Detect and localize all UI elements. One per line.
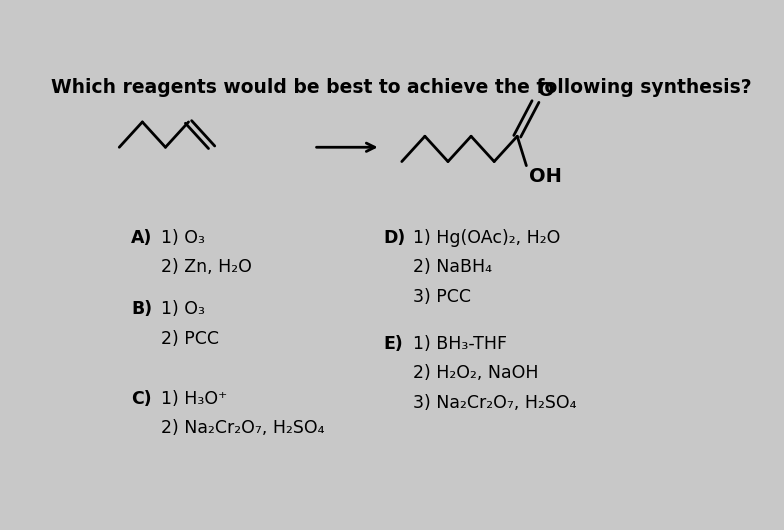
Text: 2) Zn, H₂O: 2) Zn, H₂O xyxy=(161,258,252,276)
Text: C): C) xyxy=(132,390,152,408)
Text: 3) PCC: 3) PCC xyxy=(412,288,470,306)
Text: 2) H₂O₂, NaOH: 2) H₂O₂, NaOH xyxy=(412,364,539,382)
Text: OH: OH xyxy=(528,167,561,186)
Text: 1) O₃: 1) O₃ xyxy=(161,301,205,319)
Text: 1) O₃: 1) O₃ xyxy=(161,229,205,247)
Text: 1) BH₃-THF: 1) BH₃-THF xyxy=(412,335,506,353)
Text: B): B) xyxy=(132,301,153,319)
Text: E): E) xyxy=(383,335,403,353)
Text: A): A) xyxy=(132,229,153,247)
Text: 2) NaBH₄: 2) NaBH₄ xyxy=(412,258,492,276)
Text: 2) Na₂Cr₂O₇, H₂SO₄: 2) Na₂Cr₂O₇, H₂SO₄ xyxy=(161,419,325,437)
Text: 1) Hg(OAc)₂, H₂O: 1) Hg(OAc)₂, H₂O xyxy=(412,229,560,247)
Text: O: O xyxy=(538,81,554,100)
Text: 2) PCC: 2) PCC xyxy=(161,330,219,348)
Text: 3) Na₂Cr₂O₇, H₂SO₄: 3) Na₂Cr₂O₇, H₂SO₄ xyxy=(412,394,576,412)
Text: D): D) xyxy=(383,229,406,247)
Text: 1) H₃O⁺: 1) H₃O⁺ xyxy=(161,390,227,408)
Text: Which reagents would be best to achieve the following synthesis?: Which reagents would be best to achieve … xyxy=(52,78,752,97)
